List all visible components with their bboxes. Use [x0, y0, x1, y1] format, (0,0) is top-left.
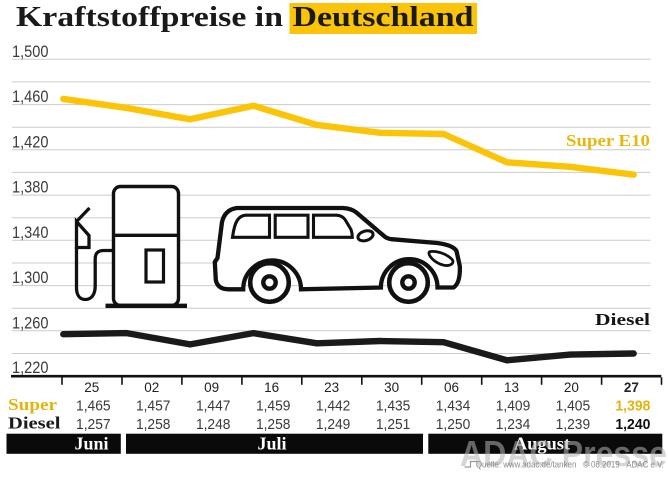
- svg-text:20: 20: [564, 380, 579, 395]
- svg-text:1,435: 1,435: [376, 398, 411, 415]
- svg-text:1,409: 1,409: [496, 398, 531, 415]
- svg-text:02: 02: [144, 380, 159, 395]
- svg-text:1,442: 1,442: [316, 398, 351, 415]
- svg-text:1,398: 1,398: [615, 398, 650, 415]
- svg-text:30: 30: [384, 380, 399, 395]
- svg-text:1,500: 1,500: [12, 42, 49, 61]
- svg-text:1,239: 1,239: [556, 416, 591, 433]
- svg-text:Kraftstoffpreise in: Kraftstoffpreise in: [16, 1, 283, 33]
- svg-text:Quelle: www.adac.de/tanken ©: Quelle: www.adac.de/tanken © 08.2019 ADA…: [476, 460, 664, 470]
- svg-text:16: 16: [264, 380, 279, 395]
- svg-text:1,258: 1,258: [136, 416, 171, 433]
- svg-text:1,248: 1,248: [196, 416, 231, 433]
- svg-text:13: 13: [504, 380, 519, 395]
- svg-text:1,457: 1,457: [136, 398, 171, 415]
- svg-text:1,420: 1,420: [12, 132, 49, 151]
- svg-text:1,434: 1,434: [436, 398, 471, 415]
- svg-text:Super: Super: [8, 395, 57, 414]
- svg-text:1,234: 1,234: [496, 416, 531, 433]
- svg-text:Diesel: Diesel: [8, 413, 61, 432]
- svg-text:23: 23: [324, 380, 339, 395]
- svg-text:1,447: 1,447: [196, 398, 231, 415]
- svg-text:Deutschland: Deutschland: [293, 1, 474, 33]
- svg-text:1,260: 1,260: [12, 313, 49, 332]
- svg-text:1,380: 1,380: [12, 178, 49, 197]
- svg-text:1,459: 1,459: [256, 398, 291, 415]
- svg-text:1,250: 1,250: [436, 416, 471, 433]
- svg-text:1,258: 1,258: [256, 416, 291, 433]
- svg-text:Juni: Juni: [74, 434, 108, 454]
- svg-text:Juli: Juli: [257, 434, 286, 454]
- svg-text:1,251: 1,251: [376, 416, 411, 433]
- svg-text:1,257: 1,257: [76, 416, 111, 433]
- svg-text:August: August: [514, 434, 570, 454]
- svg-text:1,220: 1,220: [12, 358, 49, 377]
- svg-text:Diesel: Diesel: [595, 310, 650, 329]
- svg-text:1,405: 1,405: [556, 398, 591, 415]
- svg-text:1,249: 1,249: [316, 416, 351, 433]
- svg-text:09: 09: [204, 380, 219, 395]
- svg-text:27: 27: [624, 380, 639, 395]
- svg-text:Super E10: Super E10: [566, 131, 650, 150]
- svg-text:ADAC Presse: ADAC Presse: [460, 433, 667, 474]
- svg-text:06: 06: [444, 380, 459, 395]
- svg-text:1,300: 1,300: [12, 268, 49, 287]
- svg-text:1,240: 1,240: [615, 416, 650, 433]
- svg-text:1,465: 1,465: [76, 398, 111, 415]
- svg-text:25: 25: [84, 380, 99, 395]
- svg-text:1,460: 1,460: [12, 87, 49, 106]
- svg-text:1,340: 1,340: [12, 223, 49, 242]
